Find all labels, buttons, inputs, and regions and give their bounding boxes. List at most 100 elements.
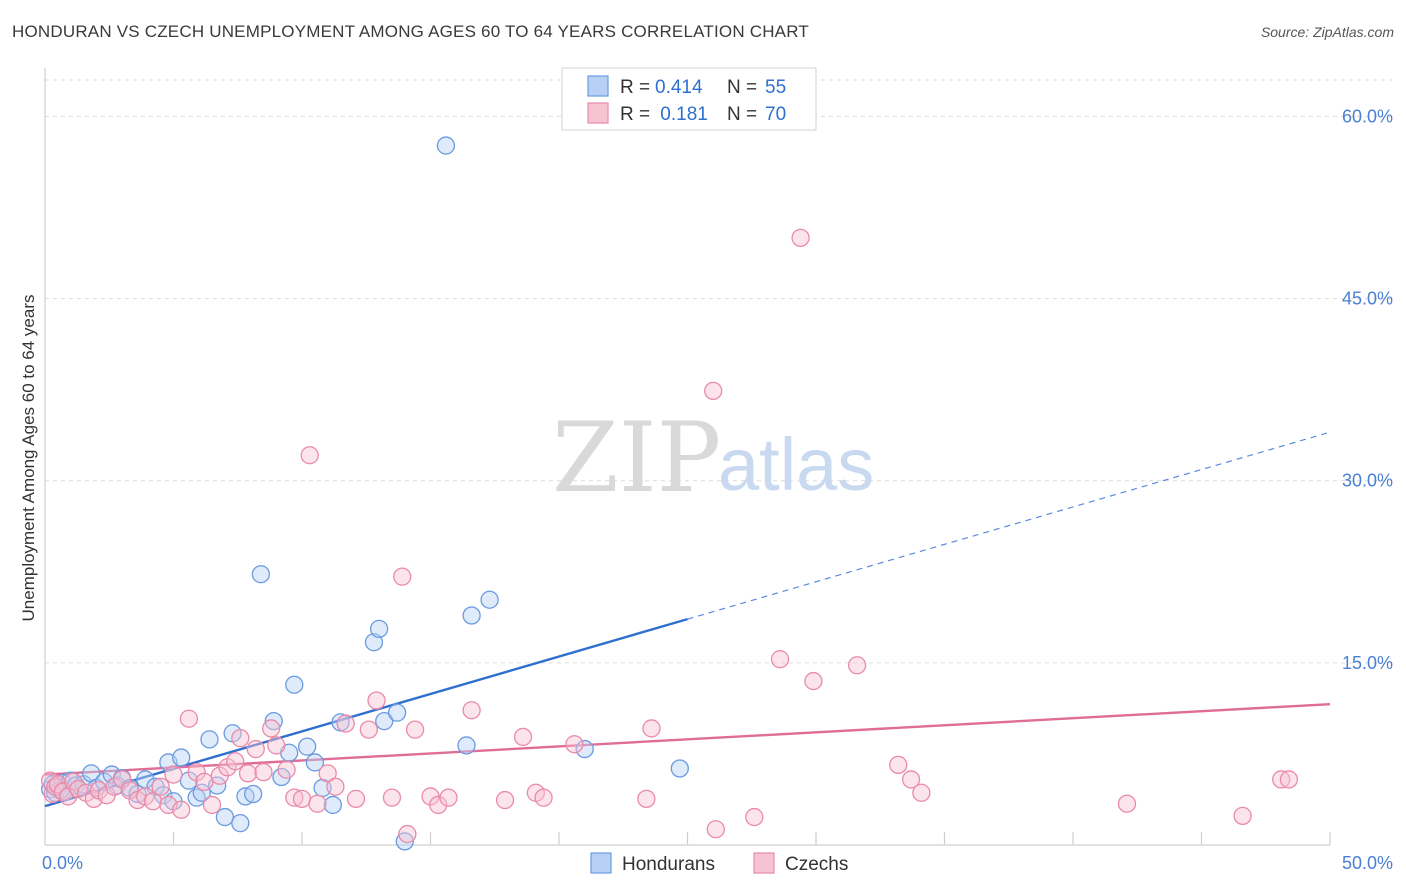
legend-n-value-czechs: 70: [765, 104, 786, 125]
hondurans-point: [369, 619, 389, 639]
czechs-point: [405, 720, 425, 739]
czechs-point: [285, 788, 304, 807]
y-tick-label: 30.0%: [1342, 471, 1393, 491]
czechs-point: [429, 795, 448, 815]
czechs-point: [105, 777, 124, 796]
czechs-point: [495, 790, 515, 810]
hondurans-point: [285, 675, 304, 694]
czechs-point: [439, 788, 458, 807]
hondurans-point: [575, 739, 594, 759]
hondurans-point: [670, 759, 689, 778]
czechs-point: [346, 789, 366, 809]
czechs-point: [534, 788, 553, 807]
czechs-point: [120, 781, 139, 800]
y-tick-label: 60.0%: [1342, 106, 1393, 126]
czechs-point: [226, 752, 245, 771]
points-layer: [40, 136, 1299, 851]
bottom-legend-label-czechs: Czechs: [785, 854, 848, 875]
hondurans-point: [323, 795, 342, 815]
czechs-point: [706, 820, 725, 839]
hondurans-point: [375, 711, 394, 731]
hondurans-point: [187, 788, 206, 807]
watermark-atlas: atlas: [718, 423, 874, 506]
hondurans-point: [172, 748, 191, 767]
czechs-point: [398, 824, 417, 844]
czechs-point: [367, 691, 386, 710]
czechs-point: [151, 777, 170, 796]
czechs-point: [267, 736, 286, 755]
grid-layer: [45, 79, 1392, 664]
legend-n-label-hondurans: N =: [727, 77, 757, 98]
czechs-point: [187, 762, 206, 782]
czechs-point: [179, 709, 199, 728]
legend-r-label-czechs: R =: [620, 104, 650, 125]
czechs-point: [889, 755, 908, 775]
hondurans-trend-extension: [687, 431, 1331, 620]
czechs-point: [254, 762, 273, 782]
czechs-point: [300, 446, 319, 465]
hondurans-point: [231, 813, 250, 833]
hondurans-point: [436, 136, 456, 155]
hondurans-point: [200, 730, 219, 749]
czechs-point: [912, 783, 931, 802]
czechs-trend-line: [44, 702, 1331, 776]
czechs-point: [791, 228, 810, 248]
czechs-point: [770, 650, 790, 669]
hondurans-point: [462, 606, 481, 625]
hondurans-point: [215, 807, 235, 827]
bottom-legend: Hondurans Czechs: [590, 852, 848, 875]
y-tick-label: 45.0%: [1342, 289, 1393, 309]
czechs-point: [172, 800, 191, 819]
hondurans-point: [457, 736, 476, 755]
czechs-point: [336, 714, 355, 733]
hondurans-point: [244, 784, 263, 804]
czechs-point: [847, 656, 867, 675]
hondurans-point: [251, 565, 271, 584]
czechs-point: [292, 789, 312, 809]
czechs-point: [637, 789, 656, 809]
bottom-legend-swatch-hondurans: [590, 852, 612, 874]
legend-box: R = 0.414 N = 55 R = 0.181 N = 70: [561, 67, 817, 131]
hondurans-point: [264, 711, 283, 731]
watermark: ZIP atlas: [552, 402, 874, 514]
czechs-point: [804, 671, 823, 691]
czechs-point: [326, 777, 345, 796]
czechs-point: [1272, 770, 1291, 789]
czechs-point: [277, 760, 296, 779]
source-label: Source: ZipAtlas.com: [1260, 24, 1394, 40]
czechs-point: [246, 739, 265, 759]
czechs-point: [1233, 806, 1252, 826]
czechs-point: [513, 727, 533, 747]
czechs-point: [231, 728, 250, 748]
czechs-point: [359, 720, 378, 739]
czechs-point: [195, 772, 214, 792]
legend-r-label-hondurans: R =: [620, 77, 650, 98]
legend-n-value-hondurans: 55: [765, 77, 786, 98]
hondurans-point: [305, 753, 325, 772]
legend-swatch-hondurans: [587, 75, 609, 97]
czechs-point: [901, 770, 921, 789]
czechs-point: [704, 381, 723, 401]
czechs-point: [382, 788, 402, 807]
legend-r-value-czechs: 0.181: [655, 104, 708, 125]
czechs-point: [238, 764, 258, 783]
y-axis-label: Unemployment Among Ages 60 to 64 years: [19, 295, 38, 622]
czechs-point: [1279, 770, 1299, 789]
hondurans-point: [364, 633, 384, 652]
hondurans-point: [395, 832, 414, 851]
legend-r-value-hondurans: 0.414: [655, 77, 703, 98]
x-tick-label: 0.0%: [42, 853, 83, 873]
hondurans-point: [192, 783, 211, 802]
legend-n-label-czechs: N =: [727, 104, 757, 125]
bottom-legend-swatch-czechs: [753, 852, 775, 874]
x-tick-label: 50.0%: [1342, 853, 1393, 873]
czechs-point: [262, 719, 281, 738]
czechs-point: [745, 807, 764, 827]
czechs-point: [202, 795, 222, 815]
bottom-legend-label-hondurans: Hondurans: [622, 854, 715, 875]
y-tick-label: 15.0%: [1342, 653, 1393, 673]
hondurans-point: [387, 703, 407, 722]
tick-labels: 15.0% 30.0% 45.0% 60.0% 0.0% 50.0%: [42, 106, 1393, 873]
czechs-point: [164, 765, 183, 784]
